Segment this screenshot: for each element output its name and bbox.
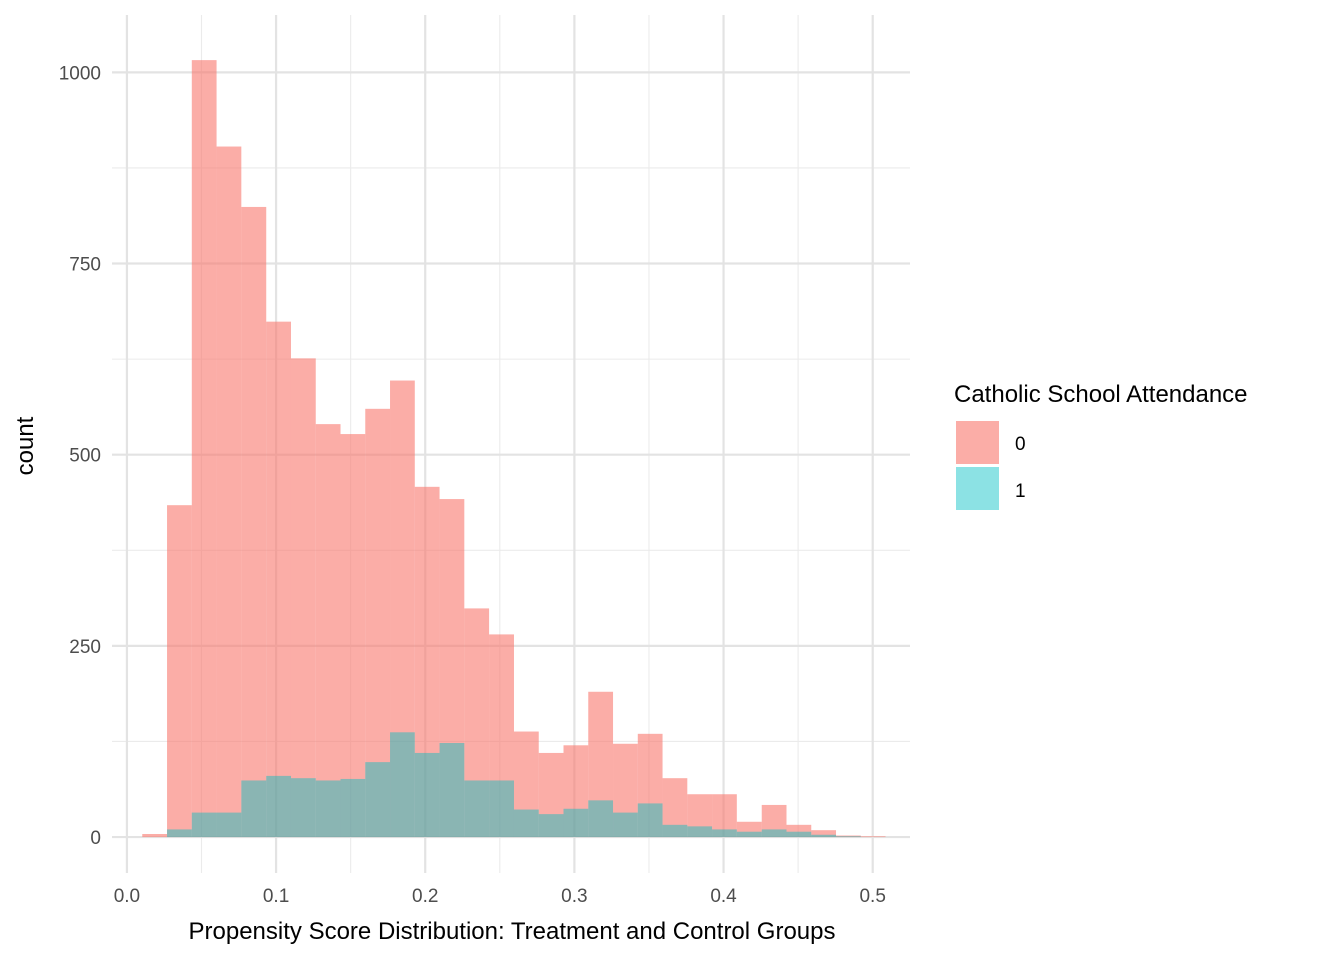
bar-series-0 — [241, 206, 267, 838]
bar-series-1 — [390, 732, 415, 838]
bar-series-0 — [736, 821, 762, 838]
bar-series-1 — [662, 824, 688, 838]
bar-series-1 — [216, 812, 242, 838]
y-tick-label: 250 — [69, 637, 101, 658]
bar-series-0 — [390, 380, 415, 838]
y-tick-label: 0 — [90, 828, 101, 849]
bar-series-0 — [588, 691, 614, 838]
bar-series-1 — [588, 800, 614, 838]
bar-series-0 — [266, 321, 291, 838]
bar-series-1 — [712, 829, 737, 838]
bar-series-0 — [315, 424, 341, 838]
bar-series-0 — [142, 834, 168, 838]
bar-series-0 — [216, 146, 242, 838]
y-axis-title: count — [12, 416, 39, 475]
bar-series-1 — [613, 812, 638, 838]
bar-series-0 — [365, 408, 391, 838]
bar-series-0 — [340, 434, 366, 838]
bar-series-1 — [414, 752, 440, 838]
bar-series-0 — [563, 745, 589, 838]
x-tick-label: 0.0 — [114, 886, 140, 907]
bar-series-1 — [365, 762, 391, 838]
bar-series-1 — [266, 775, 291, 838]
bar-series-0 — [811, 830, 837, 838]
x-tick-label: 0.2 — [412, 886, 438, 907]
legend-key-1 — [956, 467, 999, 510]
bar-series-0 — [637, 733, 663, 838]
x-tick-label: 0.4 — [710, 886, 737, 907]
bar-series-0 — [687, 794, 713, 838]
y-tick-labels: 0 250 500 750 1000 — [59, 63, 101, 849]
bar-series-1 — [489, 780, 514, 838]
bar-series-1 — [315, 780, 341, 838]
bar-series-1 — [241, 780, 267, 838]
bar-series-1 — [637, 803, 663, 838]
bar-series-1 — [687, 826, 713, 838]
bar-series-0 — [414, 486, 440, 838]
legend-key-0 — [956, 421, 999, 464]
bar-series-0 — [712, 794, 737, 838]
bar-series-1 — [736, 831, 762, 838]
bar-series-0 — [761, 804, 787, 838]
y-tick-label: 750 — [69, 255, 101, 276]
y-tick-label: 1000 — [59, 63, 101, 84]
bar-series-1 — [464, 780, 490, 838]
bar-series-1 — [340, 778, 366, 838]
bar-series-1 — [439, 743, 465, 838]
bar-series-0 — [191, 60, 217, 838]
y-tick-label: 500 — [69, 446, 101, 467]
bar-series-1 — [513, 809, 539, 838]
x-tick-label: 0.1 — [263, 886, 289, 907]
bar-series-0 — [662, 778, 688, 838]
bar-series-1 — [836, 836, 861, 838]
bar-series-1 — [786, 831, 812, 838]
legend-label-1: 1 — [1015, 481, 1026, 502]
series-1-bars — [167, 732, 861, 838]
bar-series-1 — [811, 834, 837, 838]
x-tick-label: 0.5 — [859, 886, 885, 907]
legend-title: Catholic School Attendance — [954, 381, 1248, 408]
bar-series-1 — [538, 814, 564, 838]
legend: Catholic School Attendance 0 1 — [954, 381, 1248, 510]
bar-series-0 — [489, 634, 514, 838]
bar-series-0 — [538, 752, 564, 838]
x-tick-label: 0.3 — [561, 886, 587, 907]
bar-series-1 — [167, 829, 192, 838]
bar-series-1 — [290, 778, 316, 838]
x-axis-title: Propensity Score Distribution: Treatment… — [189, 918, 836, 945]
bar-series-1 — [191, 812, 217, 838]
bar-series-0 — [613, 743, 638, 838]
x-tick-labels: 0.0 0.1 0.2 0.3 0.4 0.5 — [114, 886, 886, 907]
bar-series-0 — [464, 608, 490, 838]
bar-series-0 — [513, 731, 539, 838]
bar-series-0 — [836, 835, 861, 838]
bar-series-0 — [290, 358, 316, 838]
bar-series-0 — [786, 824, 812, 838]
bar-series-0 — [860, 836, 886, 838]
bar-series-0 — [167, 505, 192, 838]
bar-series-0 — [439, 499, 465, 838]
series-0-bars — [142, 60, 886, 838]
bar-series-1 — [761, 829, 787, 838]
bar-series-1 — [563, 808, 589, 838]
legend-label-0: 0 — [1015, 434, 1026, 455]
